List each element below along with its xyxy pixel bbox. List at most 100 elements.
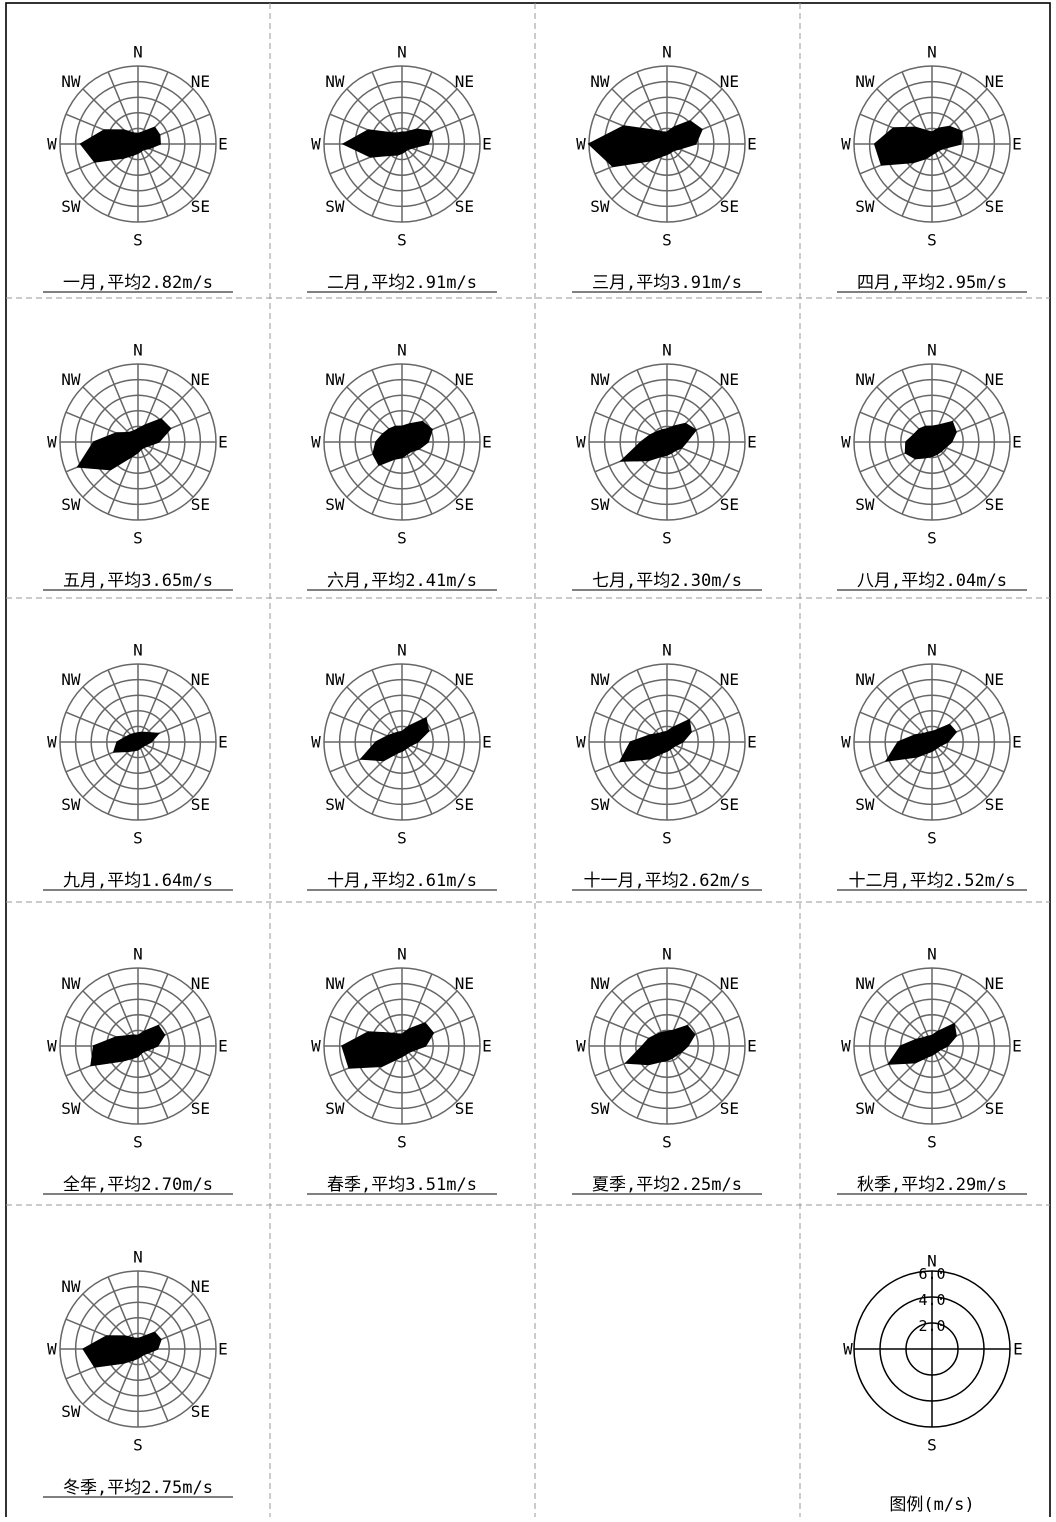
direction-label: NW [590, 370, 610, 389]
legend-ring-label: 6.0 [918, 1265, 945, 1283]
wind-rose-chart: N NE E SE S SW W NW 八月,平均2.04m/s [837, 341, 1027, 591]
direction-label: SE [455, 795, 474, 814]
chart-caption: 秋季,平均2.29m/s [857, 1175, 1007, 1195]
chart-caption: 六月,平均2.41m/s [327, 571, 477, 591]
direction-label: N [927, 43, 937, 62]
direction-label: N [662, 945, 672, 964]
wind-rose-chart: N NE E SE S SW W NW 冬季,平均2.75m/s [43, 1248, 233, 1498]
direction-label: SW [61, 197, 81, 216]
direction-label: S [927, 529, 937, 548]
spoke-gridline [371, 143, 403, 217]
direction-label: SW [61, 495, 81, 514]
spoke-gridline [401, 741, 458, 798]
chart-caption: 一月,平均2.82m/s [63, 273, 213, 293]
spoke-gridline [636, 741, 668, 815]
chart-caption: 春季,平均3.51m/s [327, 1175, 477, 1195]
wind-outline [624, 1024, 696, 1066]
direction-label: NW [61, 72, 81, 91]
direction-label: S [662, 829, 672, 848]
spoke-gridline [137, 741, 211, 773]
wind-rose-chart: N NE E SE S SW W NW 三月,平均3.91m/s [572, 43, 762, 293]
direction-label: N [662, 341, 672, 360]
wind-outline [79, 126, 161, 163]
wind-rose-chart: N NE E SE S SW W NW 春季,平均3.51m/s [307, 945, 497, 1195]
wind-outline [112, 731, 161, 753]
direction-label: SW [325, 197, 345, 216]
spoke-gridline [371, 669, 403, 743]
spoke-gridline [611, 686, 668, 743]
direction-label: N [927, 641, 937, 660]
spoke-gridline [401, 741, 433, 815]
direction-label: W [47, 135, 57, 154]
direction-label: S [133, 1133, 143, 1152]
spoke-gridline [371, 71, 403, 145]
direction-label: E [1012, 733, 1022, 752]
spoke-gridline [931, 1045, 988, 1102]
direction-label: NW [590, 72, 610, 91]
direction-label: NW [61, 1277, 81, 1296]
direction-label: N [133, 43, 143, 62]
spoke-gridline [666, 143, 698, 217]
spoke-gridline [107, 973, 139, 1047]
direction-label: NW [590, 670, 610, 689]
wind-outline [887, 1022, 957, 1065]
spoke-gridline [137, 741, 194, 798]
wind-rose-chart: N NE E SE S SW W NW 九月,平均1.64m/s [43, 641, 233, 891]
direction-label: N [397, 945, 407, 964]
direction-label: N [133, 945, 143, 964]
legend-direction-label: E [1013, 1340, 1023, 1359]
chart-caption: 十月,平均2.61m/s [327, 871, 477, 891]
spoke-gridline [401, 1045, 458, 1102]
chart-caption: 七月,平均2.30m/s [592, 571, 742, 591]
direction-label: N [397, 43, 407, 62]
direction-label: W [311, 1037, 321, 1056]
direction-label: W [47, 1037, 57, 1056]
direction-label: NE [191, 1277, 210, 1296]
direction-label: S [397, 529, 407, 548]
direction-label: W [841, 733, 851, 752]
spoke-gridline [137, 1045, 211, 1077]
direction-label: W [311, 433, 321, 452]
spoke-gridline [401, 1045, 433, 1119]
wind-outline [587, 120, 703, 168]
spoke-gridline [931, 143, 963, 217]
spoke-gridline [137, 1348, 211, 1380]
direction-label: S [133, 1436, 143, 1455]
direction-label: NW [855, 72, 875, 91]
chart-caption: 八月,平均2.04m/s [857, 571, 1007, 591]
direction-label: NE [455, 370, 474, 389]
direction-label: SE [191, 795, 210, 814]
spoke-gridline [931, 1045, 1005, 1077]
wind-outline [884, 723, 958, 762]
wind-rose-chart: N NE E SE S SW W NW 十月,平均2.61m/s [307, 641, 497, 891]
chart-caption: 三月,平均3.91m/s [592, 273, 742, 293]
spoke-gridline [876, 686, 933, 743]
direction-label: SE [985, 495, 1004, 514]
chart-caption: 四月,平均2.95m/s [857, 273, 1007, 293]
direction-label: N [927, 945, 937, 964]
spoke-gridline [371, 741, 403, 815]
spoke-gridline [401, 143, 433, 217]
direction-label: NW [325, 72, 345, 91]
direction-label: SE [985, 795, 1004, 814]
direction-label: W [841, 1037, 851, 1056]
spoke-gridline [107, 1276, 139, 1350]
direction-label: S [927, 829, 937, 848]
direction-label: S [397, 829, 407, 848]
wind-outline [372, 420, 433, 466]
spoke-gridline [901, 973, 933, 1047]
direction-label: SE [720, 495, 739, 514]
direction-label: E [482, 733, 492, 752]
direction-label: NW [61, 974, 81, 993]
direction-label: NW [855, 974, 875, 993]
chart-caption: 全年,平均2.70m/s [63, 1175, 213, 1195]
wind-outline [341, 1022, 435, 1069]
spoke-gridline [346, 686, 403, 743]
direction-label: NE [191, 370, 210, 389]
chart-caption: 五月,平均3.65m/s [63, 571, 213, 591]
wind-outline [341, 128, 434, 158]
direction-label: SW [590, 1099, 610, 1118]
spoke-gridline [666, 741, 698, 815]
spoke-gridline [901, 741, 933, 815]
